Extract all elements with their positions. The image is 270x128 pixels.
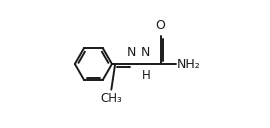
Text: H: H <box>141 69 150 82</box>
Text: N: N <box>141 46 151 59</box>
Text: NH₂: NH₂ <box>177 57 201 71</box>
Text: N: N <box>127 46 137 59</box>
Text: O: O <box>156 19 166 32</box>
Text: CH₃: CH₃ <box>100 92 122 105</box>
